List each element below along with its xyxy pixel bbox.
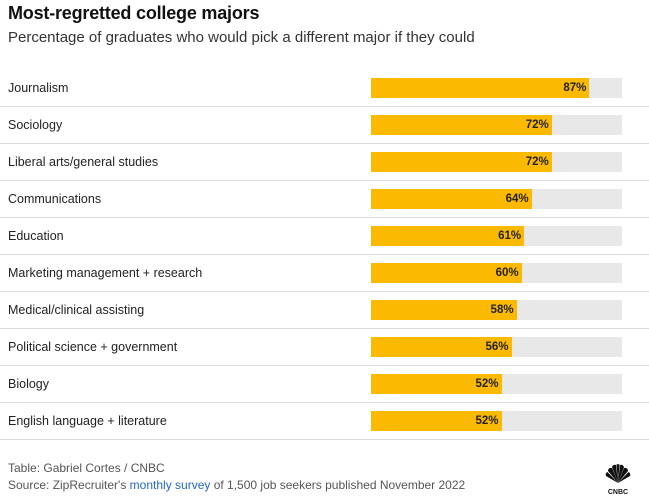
bar-track: 87% (371, 78, 622, 98)
chart-row: Journalism 87% (0, 70, 649, 107)
bar: 87% (371, 78, 590, 98)
bar-track: 72% (371, 152, 622, 172)
category-label: English language + literature (8, 414, 167, 428)
data-label: 61% (498, 230, 522, 242)
chart-row: Communications 64% (0, 181, 649, 218)
chart-row: Medical/clinical assisting 58% (0, 292, 649, 329)
category-label: Marketing management + research (8, 266, 203, 280)
category-label: Journalism (8, 81, 69, 95)
bar-chart: Journalism 87% Sociology 72% Liberal arts/ge… (0, 70, 649, 442)
data-label: 60% (495, 267, 519, 279)
bar-track: 64% (371, 189, 622, 209)
data-label: 52% (475, 378, 499, 390)
bar-track: 72% (371, 115, 622, 135)
bar-track: 56% (371, 337, 622, 357)
bar-track: 58% (371, 300, 622, 320)
bar: 72% (371, 152, 552, 172)
bar-track: 52% (371, 374, 622, 394)
bar-track: 60% (371, 263, 622, 283)
category-label: Biology (8, 377, 49, 391)
source-note: Source: ZipRecruiter's monthly survey of… (8, 478, 465, 492)
chart-row: Education 61% (0, 218, 649, 255)
chart-title: Most-regretted college majors (8, 3, 260, 23)
category-label: Education (8, 229, 64, 243)
bar: 52% (371, 411, 502, 431)
data-label: 52% (475, 415, 499, 427)
chart-subtitle: Percentage of graduates who would pick a… (8, 29, 475, 46)
category-label: Political science + government (8, 340, 178, 354)
data-label: 72% (525, 156, 549, 168)
bar: 64% (371, 189, 532, 209)
bar: 72% (371, 115, 552, 135)
data-label: 64% (505, 193, 529, 205)
bar: 56% (371, 337, 512, 357)
bar-track: 61% (371, 226, 622, 246)
data-label: 87% (563, 82, 587, 94)
category-label: Communications (8, 192, 102, 206)
bar: 60% (371, 263, 522, 283)
chart-row: Political science + government 56% (0, 329, 649, 366)
data-label: 58% (490, 304, 514, 316)
bar-track: 52% (371, 411, 622, 431)
cnbc-wordmark: CNBC (608, 489, 628, 496)
category-label: Sociology (8, 118, 63, 132)
category-label: Medical/clinical assisting (8, 303, 145, 317)
bar: 52% (371, 374, 502, 394)
cnbc-peacock-icon: CNBC (605, 464, 631, 496)
chart-row: Sociology 72% (0, 107, 649, 144)
chart-row: Biology 52% (0, 366, 649, 403)
source-prefix: Source: ZipRecruiter's (8, 478, 130, 492)
data-label: 56% (485, 341, 509, 353)
source-suffix: of 1,500 job seekers published November … (210, 478, 466, 492)
source-link[interactable]: monthly survey (129, 478, 211, 492)
peacock-feathers (605, 464, 631, 483)
category-label: Liberal arts/general studies (8, 155, 159, 169)
data-label: 72% (525, 119, 549, 131)
bar: 58% (371, 300, 517, 320)
table-credit: Table: Gabriel Cortes / CNBC (8, 461, 165, 475)
chart-row: Marketing management + research 60% (0, 255, 649, 292)
chart-row: Liberal arts/general studies 72% (0, 144, 649, 181)
bar: 61% (371, 226, 525, 246)
chart-row: English language + literature 52% (0, 403, 649, 440)
